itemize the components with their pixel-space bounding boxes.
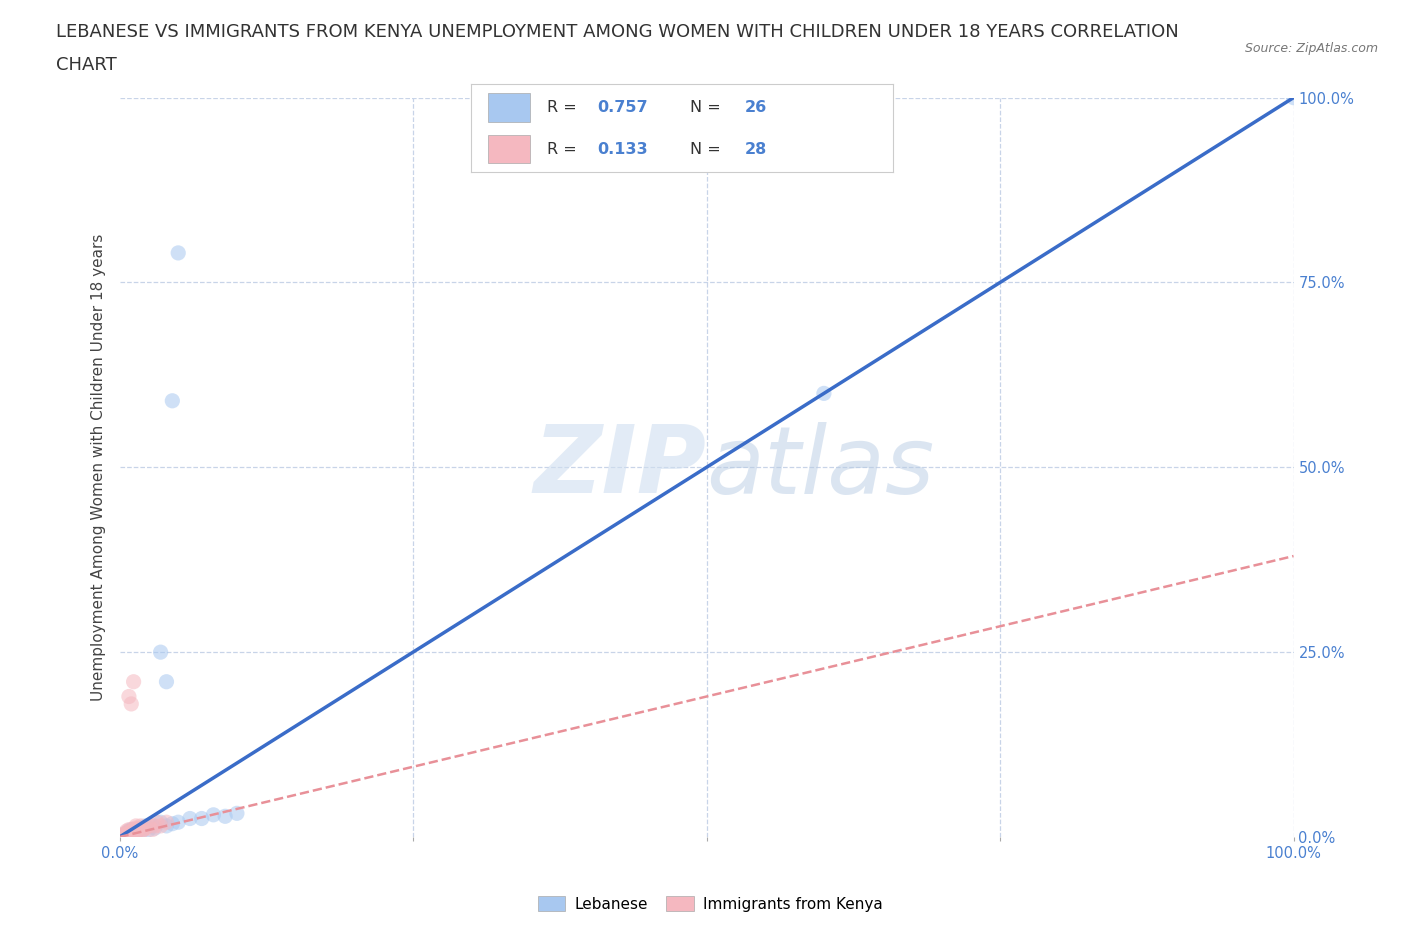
Point [129, 818, 152, 833]
Point [202, 807, 225, 822]
Point [117, 827, 139, 842]
Point [162, 393, 184, 408]
Point [122, 822, 145, 837]
Point [149, 815, 172, 830]
Point [118, 689, 141, 704]
Point [111, 828, 134, 843]
Point [225, 806, 249, 821]
Text: N =: N = [690, 100, 727, 115]
Point [179, 811, 201, 826]
Point [146, 815, 169, 830]
Point [118, 822, 141, 837]
Text: 0.757: 0.757 [598, 100, 648, 115]
Text: 26: 26 [745, 100, 768, 115]
Bar [488, 135, 530, 164]
Point [114, 826, 136, 841]
Point [129, 820, 152, 835]
Point [1282, 90, 1305, 105]
Text: R =: R = [547, 141, 582, 156]
Point [131, 824, 153, 839]
Point [141, 818, 163, 833]
Point [120, 697, 142, 711]
Point [143, 820, 166, 835]
Point [155, 818, 177, 833]
Point [190, 811, 212, 826]
Point [122, 826, 145, 841]
Point [162, 817, 184, 831]
Point [120, 824, 142, 839]
Point [138, 822, 160, 837]
Legend: Lebanese, Immigrants from Kenya: Lebanese, Immigrants from Kenya [531, 890, 889, 918]
Point [118, 824, 141, 839]
Text: atlas: atlas [707, 422, 935, 512]
Text: ZIP: ZIP [534, 421, 707, 513]
Point [143, 818, 166, 833]
Point [127, 824, 149, 839]
Text: Source: ZipAtlas.com: Source: ZipAtlas.com [1244, 42, 1378, 55]
Point [155, 674, 177, 689]
Point [155, 815, 177, 830]
Point [132, 822, 155, 837]
Text: 28: 28 [745, 141, 768, 156]
Point [134, 820, 156, 835]
Point [149, 644, 172, 659]
Point [134, 818, 156, 833]
Point [120, 822, 142, 837]
Point [149, 818, 172, 833]
Bar [488, 93, 530, 122]
Text: LEBANESE VS IMMIGRANTS FROM KENYA UNEMPLOYMENT AMONG WOMEN WITH CHILDREN UNDER 1: LEBANESE VS IMMIGRANTS FROM KENYA UNEMPL… [56, 23, 1180, 41]
Point [124, 820, 146, 835]
Text: N =: N = [690, 141, 727, 156]
Text: CHART: CHART [56, 56, 117, 73]
Point [214, 809, 236, 824]
Point [125, 818, 148, 833]
Point [167, 815, 190, 830]
Point [127, 820, 149, 835]
Point [128, 822, 150, 837]
Point [167, 246, 190, 260]
Point [813, 386, 835, 401]
Point [138, 818, 160, 833]
Point [120, 825, 142, 840]
Point [127, 824, 149, 839]
Text: 0.133: 0.133 [598, 141, 648, 156]
Point [115, 824, 138, 839]
Point [114, 826, 136, 841]
Point [122, 674, 145, 689]
Point [112, 828, 135, 843]
Point [141, 822, 163, 837]
Point [132, 822, 155, 837]
Y-axis label: Unemployment Among Women with Children Under 18 years: Unemployment Among Women with Children U… [91, 233, 107, 701]
Point [121, 826, 143, 841]
Text: R =: R = [547, 100, 582, 115]
